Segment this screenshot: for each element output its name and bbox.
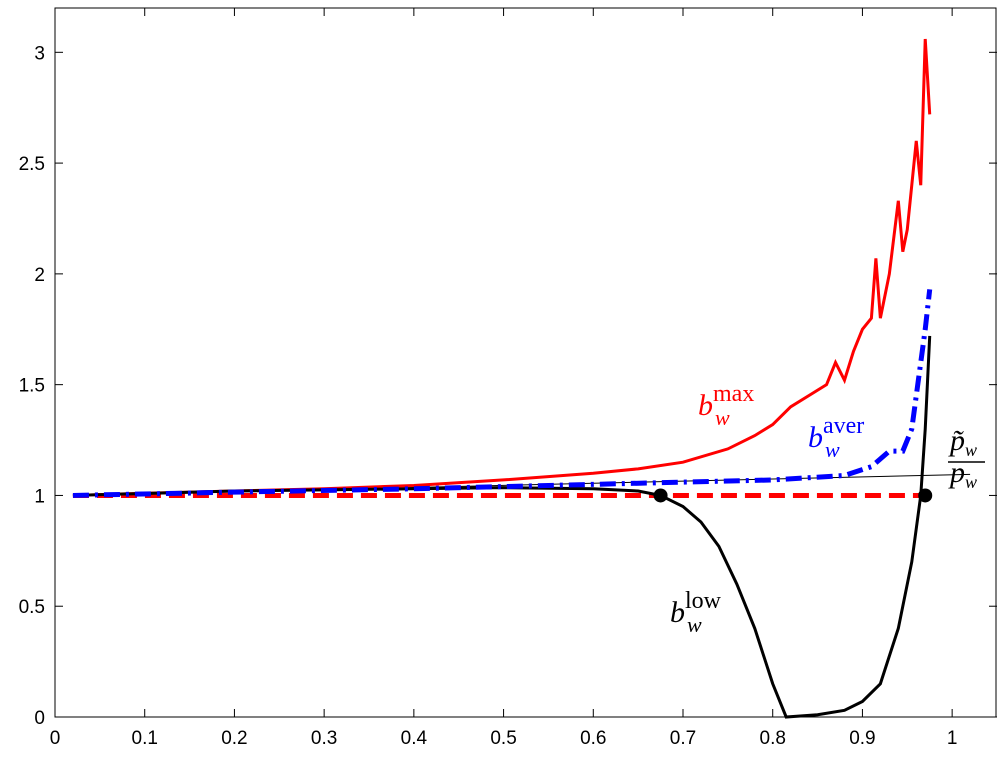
annotation-denominator: p — [948, 456, 965, 489]
annotation-numerator: p̃ — [948, 424, 965, 457]
annotation-sub: w — [965, 472, 977, 492]
annotation-sup: low — [685, 588, 722, 614]
x-tick-label: 1 — [947, 728, 958, 749]
y-tick-label: 0 — [34, 708, 45, 729]
annotation: bmax w — [698, 381, 754, 430]
x-tick-label: 0 — [50, 728, 61, 749]
y-tick-label: 1.5 — [19, 376, 45, 397]
annotation-sub: w — [965, 440, 977, 460]
axes-box — [54, 7, 997, 718]
x-tick-label: 0.7 — [670, 728, 696, 749]
line-series — [72, 289, 933, 498]
y-tick-label: 2 — [34, 265, 45, 286]
x-tick-label: 0.1 — [132, 728, 158, 749]
y-tick-label: 1 — [34, 486, 45, 507]
annotation: pw — [948, 456, 977, 492]
line-series — [72, 335, 932, 719]
x-tick-label: 0.6 — [580, 728, 606, 749]
x-tick-label: 0.2 — [221, 728, 247, 749]
x-tick-label: 0.4 — [401, 728, 428, 749]
point — [918, 488, 933, 503]
annotation-sup: max — [713, 381, 754, 407]
annotation-sub: w — [715, 405, 730, 430]
annotation: baver w — [808, 413, 864, 462]
annotation-sup: aver — [823, 413, 864, 439]
y-tick-label: 0.5 — [19, 597, 45, 618]
annotation-base: b — [698, 389, 713, 422]
x-tick-label: 0.8 — [760, 728, 786, 749]
annotation-base: b — [808, 421, 823, 454]
y-tick-label: 2.5 — [19, 154, 45, 175]
annotation-base: b — [670, 596, 685, 629]
x-tick-label: 0.5 — [490, 728, 516, 749]
annotation: blow w — [670, 588, 722, 637]
line-series — [72, 38, 932, 497]
annotation-sub: w — [825, 437, 840, 462]
y-tick-label: 3 — [34, 43, 45, 64]
annotation-sub: w — [687, 612, 702, 637]
x-tick-label: 0.9 — [849, 728, 875, 749]
x-tick-label: 0.3 — [311, 728, 337, 749]
annotation: p̃w — [948, 424, 977, 460]
point — [653, 488, 668, 503]
